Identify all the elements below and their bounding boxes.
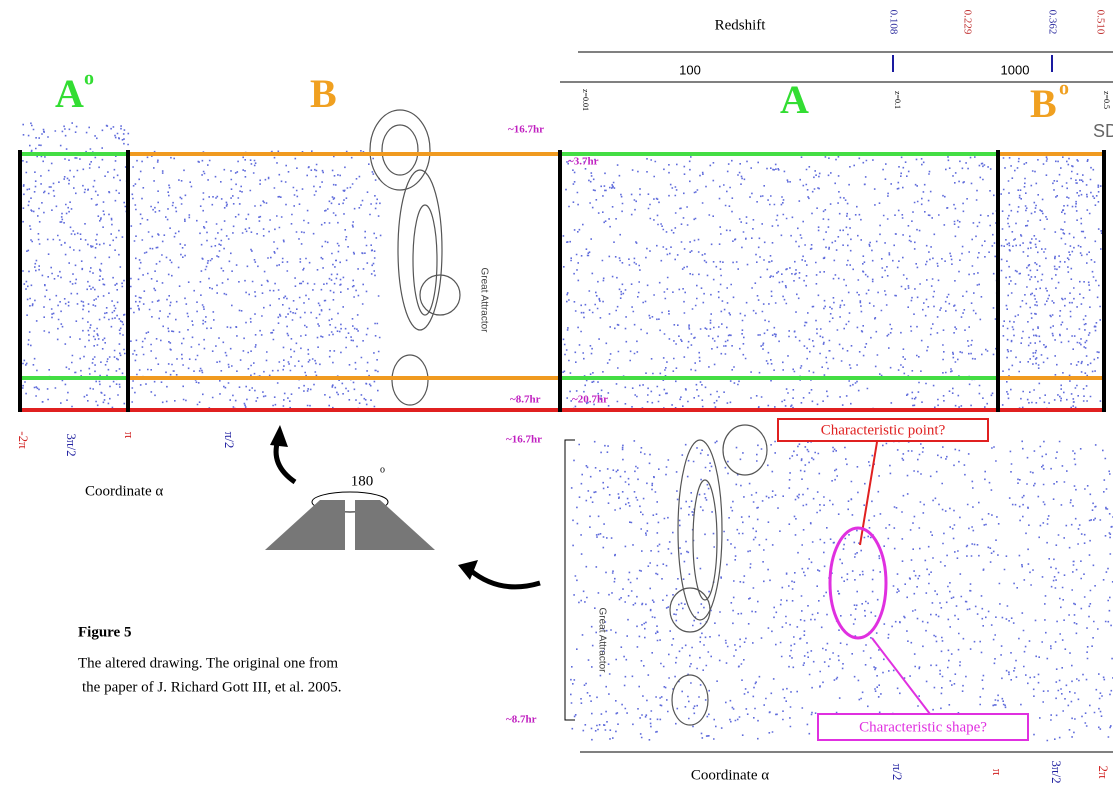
wedge	[265, 500, 345, 550]
region-label: A	[780, 77, 809, 122]
figure-title: Figure 5	[78, 624, 131, 640]
distance-label: 1000	[1001, 62, 1030, 77]
shape-outline	[830, 528, 886, 638]
region-mark: o	[84, 68, 94, 90]
redshift-label: 0.362	[1046, 10, 1058, 35]
redshift-label: 0.229	[961, 10, 973, 35]
hour-label: ~16.7hr	[508, 124, 544, 136]
angle-label: -2π	[16, 431, 31, 449]
redshift-label: 0.108	[887, 10, 899, 35]
caption-line: The altered drawing. The original one fr…	[78, 655, 338, 671]
connector	[872, 638, 930, 714]
angle-label: 3π/2	[1049, 760, 1064, 783]
note: Characteristic point?	[821, 422, 946, 438]
angle-label: π	[122, 432, 137, 439]
axis-title: Redshift	[715, 17, 767, 33]
wedge	[355, 500, 435, 550]
arrowhead	[458, 560, 478, 580]
arrowhead	[270, 425, 288, 447]
hour-label: ~8.7hr	[506, 714, 537, 726]
angle-label: 2π	[1096, 765, 1111, 779]
region-label: B	[1030, 81, 1057, 126]
angle-label: π/2	[222, 432, 237, 449]
attractor-label: Great Attractor	[596, 607, 607, 673]
figure: Redshift 0.108 0.229 0.362 0.510 100 100…	[0, 0, 1113, 789]
region-label: B	[310, 71, 337, 116]
angle-label: π/2	[890, 764, 905, 781]
rotation-label: 180	[351, 473, 374, 489]
z-label: z=0.5	[1102, 91, 1111, 109]
caption-line: the paper of J. Richard Gott III, et al.…	[82, 679, 342, 695]
redshift-label: 0.510	[1094, 10, 1106, 35]
axis-title: Coordinate α	[85, 483, 163, 499]
hour-label: ~8.7hr	[510, 394, 541, 406]
angle-label: 3π/2	[64, 433, 79, 456]
bracket	[565, 440, 575, 720]
arrow	[470, 570, 540, 587]
hour-label: ~16.7hr	[506, 434, 542, 446]
axis-title: Coordinate α	[691, 767, 769, 783]
z-label: z=0.01	[581, 89, 590, 111]
attractor-label: Great Attractor	[478, 267, 489, 333]
region-mark: o	[1059, 78, 1069, 100]
contours	[370, 110, 767, 725]
distance-label: 100	[679, 62, 701, 77]
z-label: z=0.1	[893, 91, 902, 109]
hour-label: ~20.7hr	[572, 394, 608, 406]
note: Characteristic shape?	[859, 719, 987, 735]
rotation-mark: o	[380, 464, 385, 475]
cut-label: SD	[1093, 121, 1113, 141]
hour-label: ~3.7hr	[568, 156, 599, 168]
angle-label: π	[990, 769, 1005, 776]
region-label: A	[55, 71, 84, 116]
